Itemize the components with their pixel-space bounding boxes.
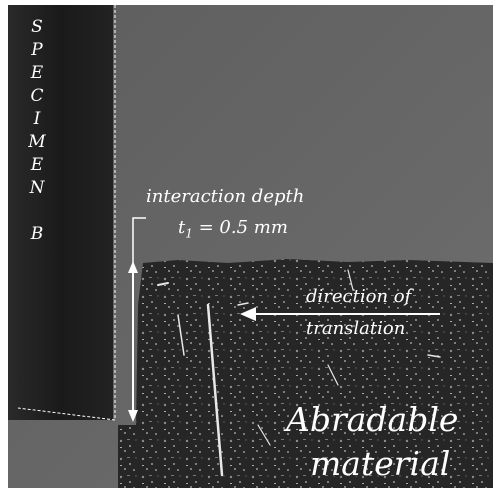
specimen-letter: I	[33, 109, 41, 129]
specimen-letter-gap	[22, 200, 52, 223]
translation-arrow-head	[240, 307, 256, 321]
material-label-line1: Abradable	[286, 400, 459, 439]
specimen-letter: C	[30, 86, 44, 106]
specimen-letter: P	[31, 40, 43, 60]
photo-svg	[8, 5, 493, 488]
specimen-letter: B	[30, 224, 44, 244]
t-value: = 0.5 mm	[192, 217, 288, 238]
specimen-letter: M	[28, 132, 46, 152]
depth-bracket-line	[132, 217, 146, 263]
specimen-letter: E	[30, 63, 44, 83]
interaction-depth-label: interaction depth	[146, 186, 305, 207]
material-label-line2: material	[310, 444, 451, 483]
direction-label-line2: translation	[306, 318, 406, 339]
t-symbol: t	[178, 217, 186, 238]
specimen-label: S P E C I M E N B	[22, 16, 52, 246]
depth-arrow-head-down	[128, 410, 138, 422]
micrograph-photo	[8, 5, 493, 488]
specimen-letter: N	[29, 178, 45, 198]
t1-value-label: t1 = 0.5 mm	[178, 217, 288, 241]
specimen-region	[8, 5, 113, 420]
specimen-letter: S	[31, 17, 43, 37]
specimen-letter: E	[30, 155, 44, 175]
specimen-outline	[17, 5, 116, 421]
t-subscript: 1	[185, 226, 193, 241]
abradable-material-region	[118, 259, 493, 488]
material-highlights	[157, 269, 441, 477]
depth-arrow-head-up	[128, 261, 138, 273]
direction-label-line1: direction of	[306, 286, 412, 307]
